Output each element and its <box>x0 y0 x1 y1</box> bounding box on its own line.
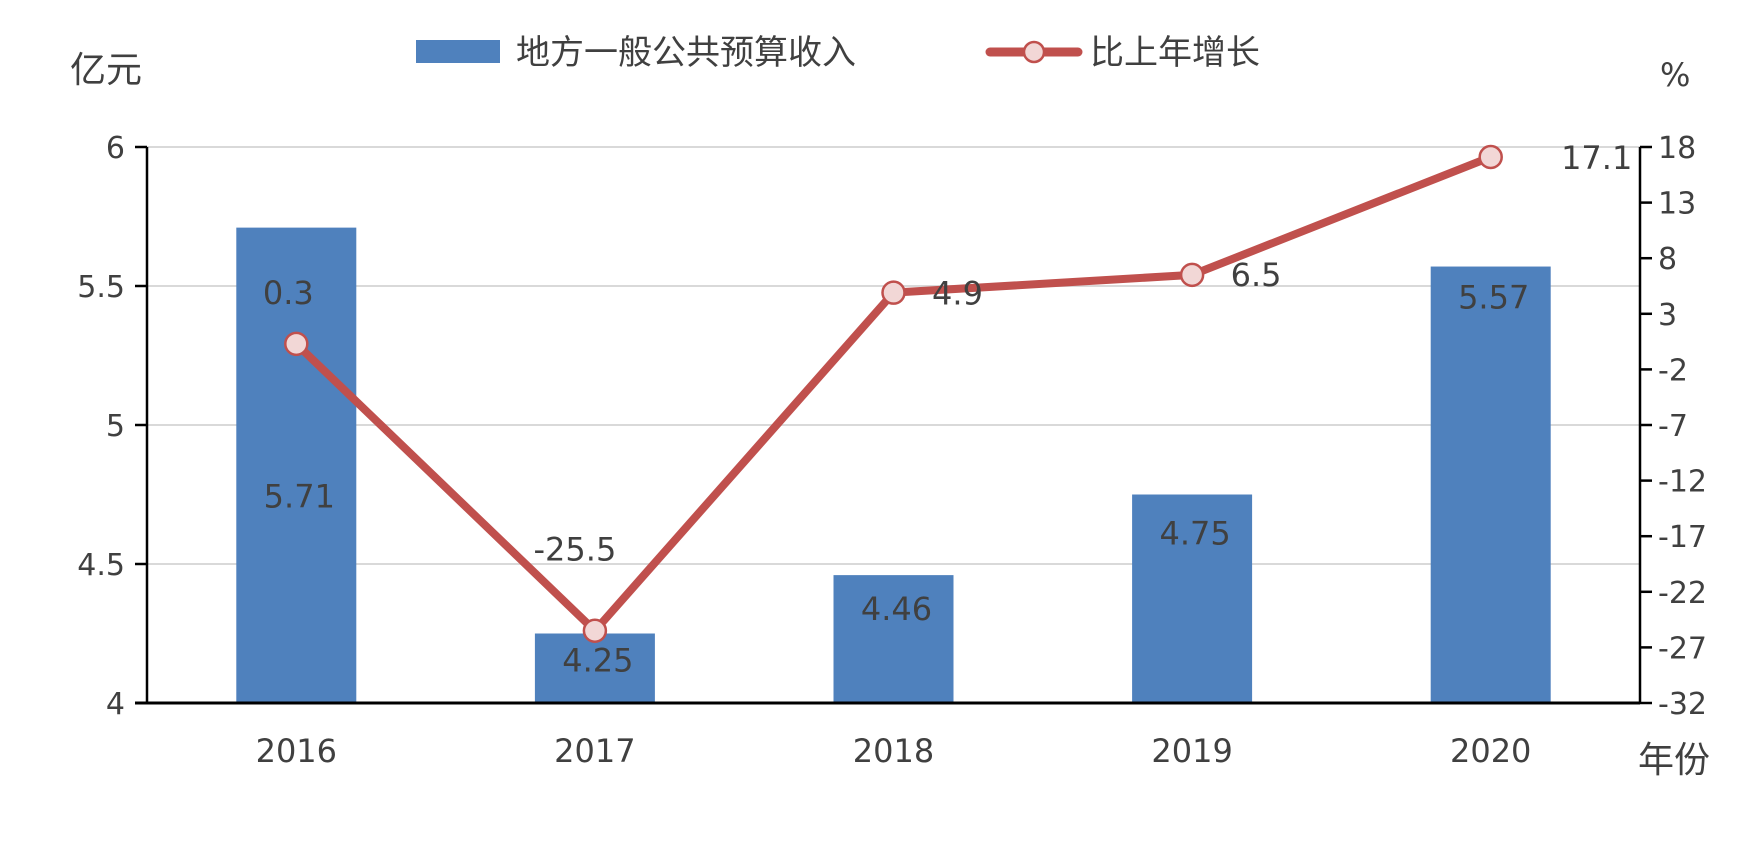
x-tick-label-2018: 2018 <box>853 732 934 770</box>
legend-line-marker <box>1022 40 1046 64</box>
left-tick-label: 4 <box>106 687 125 722</box>
right-tick-label: -27 <box>1658 631 1707 666</box>
x-tick-label-2019: 2019 <box>1151 732 1232 770</box>
line-series <box>284 144 1503 643</box>
axes: 4 4.5 5 5.5 6 -32 -27 -22 -17 -12 -7 -2 3 8 13 18 2016 20… <box>77 131 1707 770</box>
growth-marker-2017 <box>582 618 608 643</box>
right-tick-label: -17 <box>1658 520 1707 555</box>
right-tick-label: 13 <box>1658 187 1696 222</box>
legend: 地方一般公共预算收入 比上年增长 <box>416 33 1260 73</box>
line-value-label-2017: -25.5 <box>534 531 617 569</box>
left-tick-label: 4.5 <box>77 548 125 583</box>
right-tick-label: -2 <box>1658 353 1688 388</box>
bar-value-label-2017: 4.25 <box>562 642 633 680</box>
legend-bar-swatch <box>416 40 500 63</box>
line-value-label-2020: 17.1 <box>1561 139 1632 177</box>
gridlines <box>147 146 1640 565</box>
bar-2016 <box>236 227 357 703</box>
x-axis-unit: 年份 <box>1638 740 1710 781</box>
right-tick-label: 8 <box>1658 242 1677 277</box>
growth-marker-2018 <box>881 280 906 305</box>
bar-2020 <box>1430 266 1551 703</box>
bar-value-label-2020: 5.57 <box>1458 279 1529 317</box>
right-tick-label: -22 <box>1658 576 1707 611</box>
right-tick-label: -12 <box>1658 465 1707 500</box>
x-tick-label-2016: 2016 <box>256 732 337 770</box>
right-tick-label: -7 <box>1658 409 1688 444</box>
bar-2018 <box>833 575 954 703</box>
x-tick-label-2017: 2017 <box>554 732 635 770</box>
legend-bar-label: 地方一般公共预算收入 <box>516 33 856 73</box>
right-axis-unit: % <box>1660 56 1690 94</box>
right-tick-label: 18 <box>1658 131 1696 166</box>
growth-line <box>292 153 1495 635</box>
bar-value-label-2016: 5.71 <box>264 478 335 516</box>
left-tick-label: 5 <box>106 409 125 444</box>
line-value-label-2018: 4.9 <box>932 275 983 313</box>
bar-value-label-2019: 4.75 <box>1159 515 1230 553</box>
left-tick-label: 6 <box>106 131 125 166</box>
growth-marker-2019 <box>1179 262 1205 288</box>
right-tick-label: 3 <box>1658 298 1677 333</box>
data-labels: 5.71 4.25 4.46 4.75 5.57 0.3 -25.5 4.9 6.5 17.1 <box>263 139 1632 679</box>
line-value-label-2016: 0.3 <box>263 274 314 312</box>
bar-series <box>236 227 1551 703</box>
right-tick-label: -32 <box>1658 687 1707 722</box>
bar-2017 <box>534 633 655 703</box>
growth-marker-2020 <box>1478 144 1503 170</box>
growth-marker-2016 <box>284 331 309 357</box>
bar-value-label-2018: 4.46 <box>861 590 932 628</box>
bar-2019 <box>1132 494 1253 703</box>
x-tick-label-2020: 2020 <box>1450 732 1531 770</box>
line-value-label-2019: 6.5 <box>1231 256 1282 294</box>
legend-line-label: 比上年增长 <box>1090 33 1260 73</box>
left-axis-unit: 亿元 <box>70 50 142 91</box>
left-tick-label: 5.5 <box>77 270 125 305</box>
